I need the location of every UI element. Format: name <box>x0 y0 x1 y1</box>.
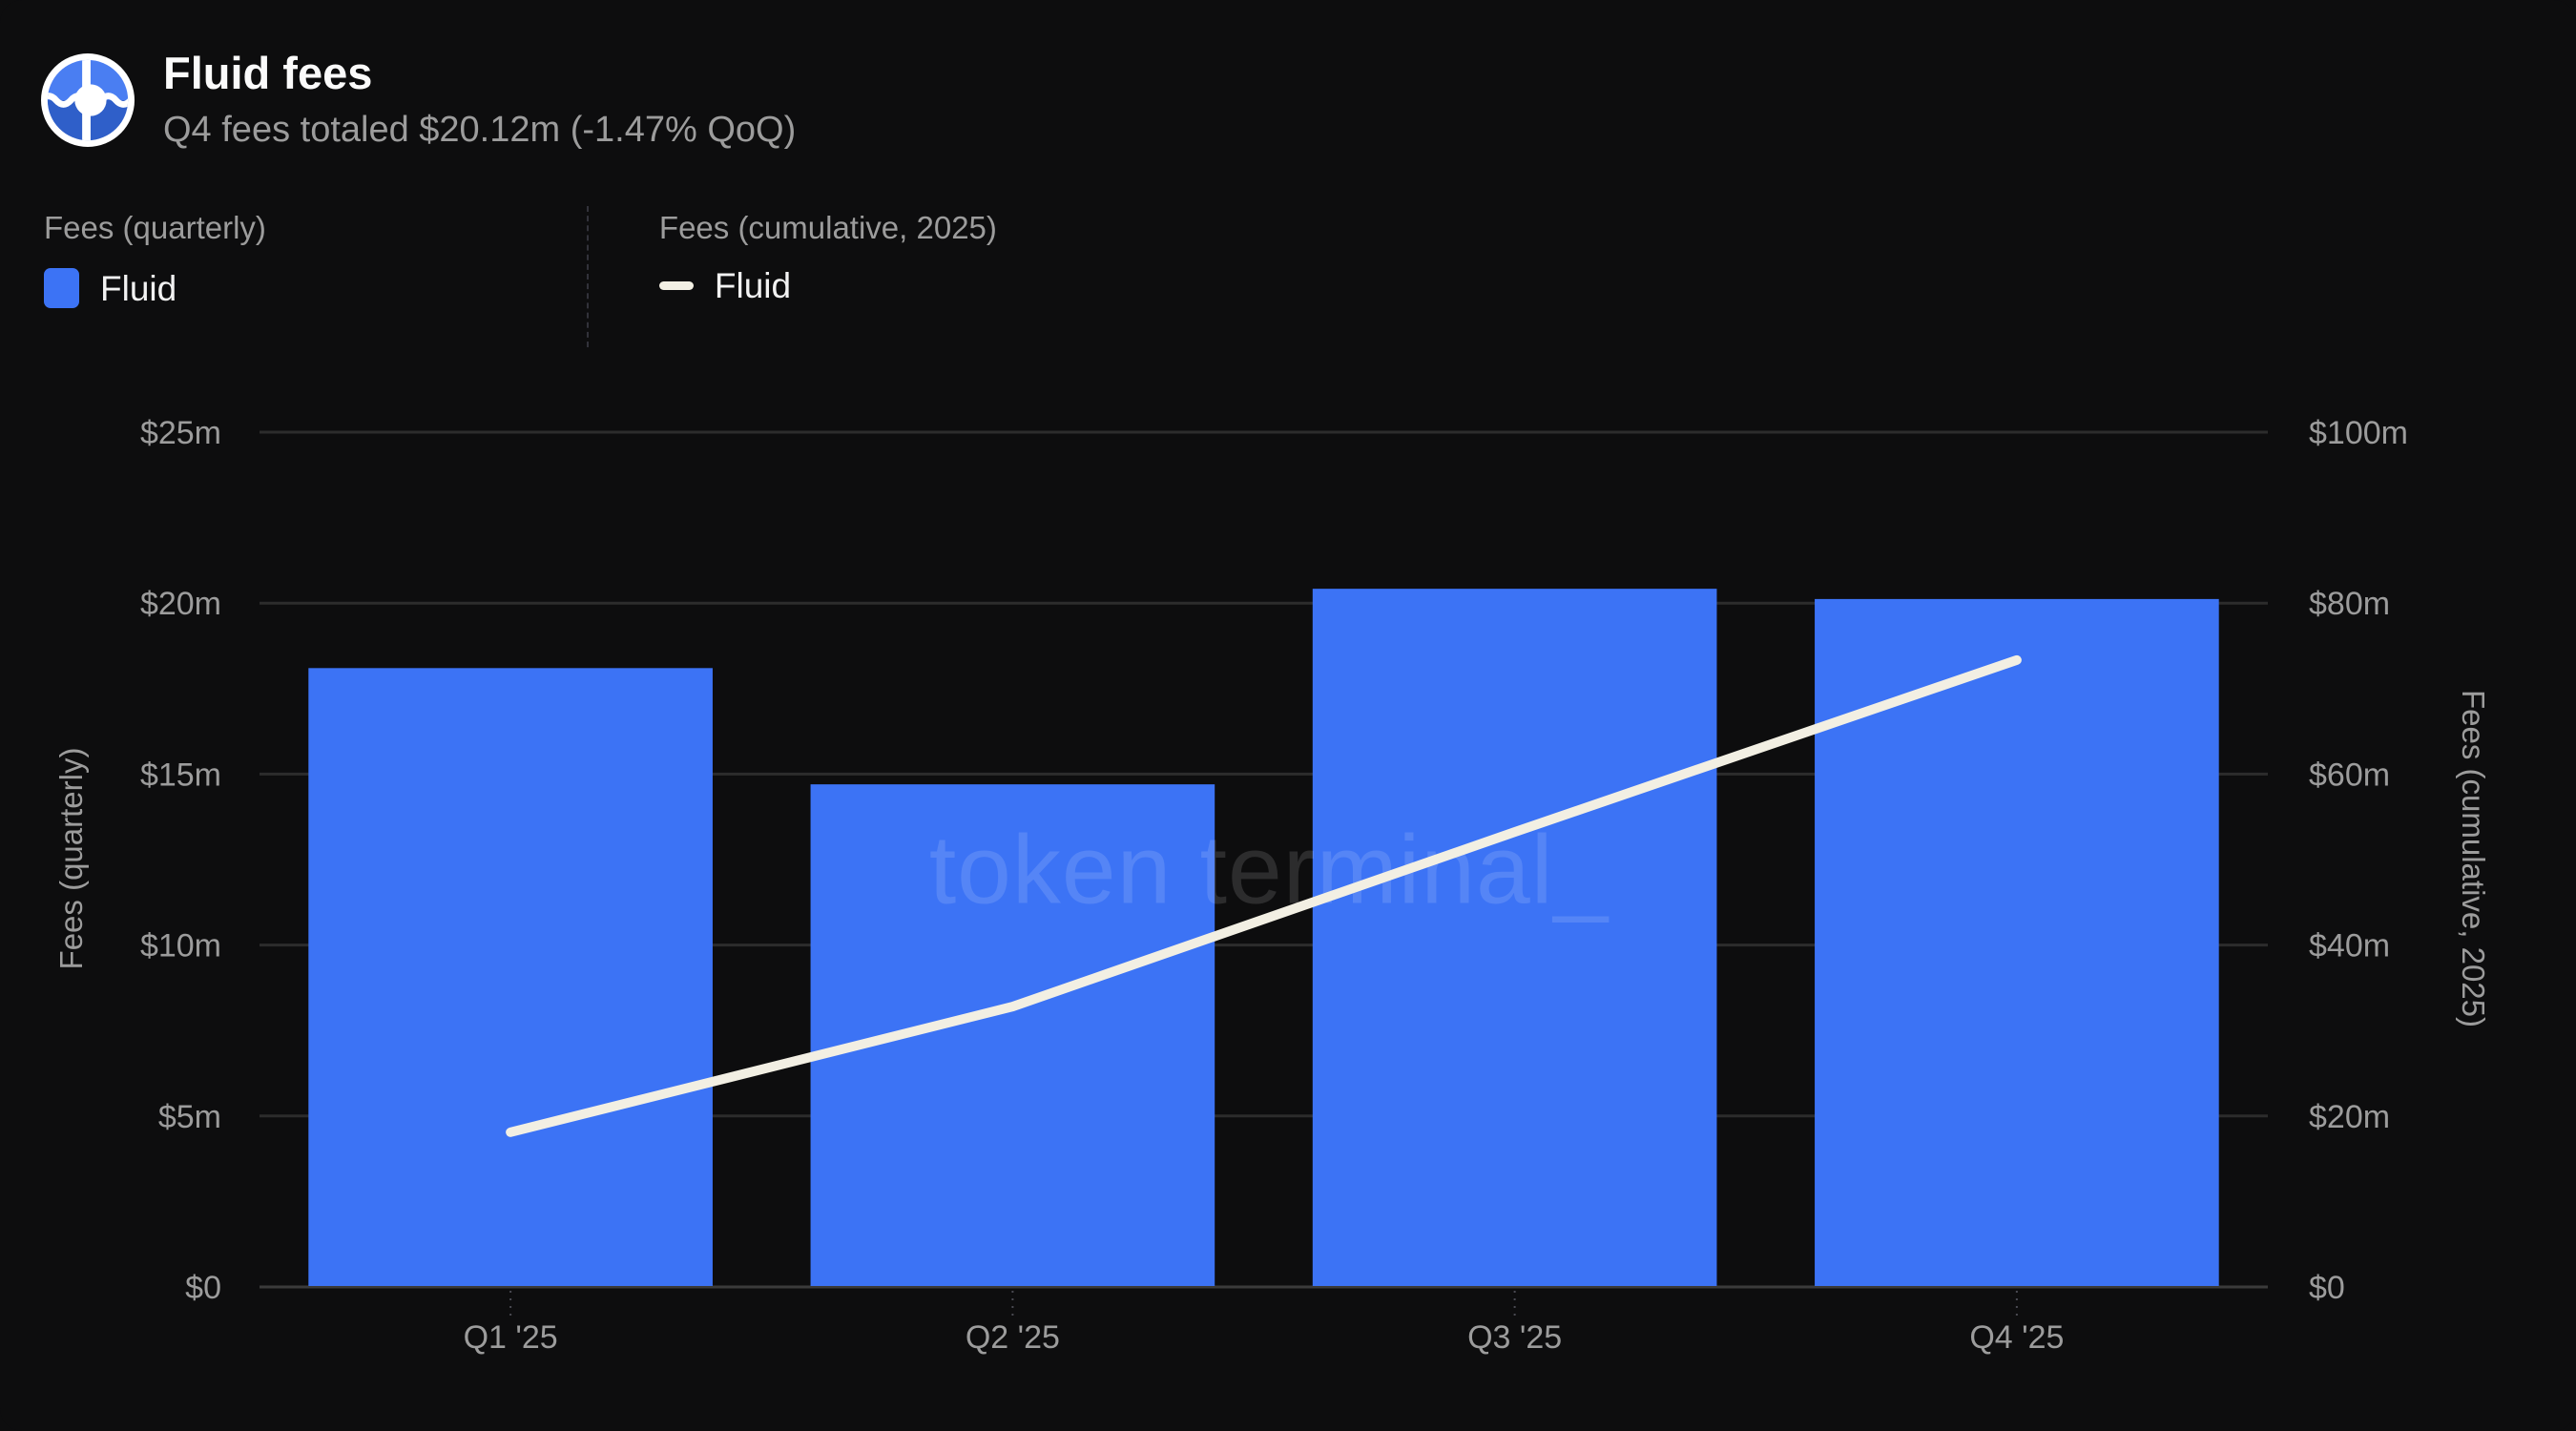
cumulative-fees-line[interactable] <box>506 654 2022 1137</box>
right-axis-tick-label: $80m <box>2309 586 2390 622</box>
left-axis-title: Fees (quarterly) <box>53 747 89 970</box>
legend-item-fluid-line[interactable]: Fluid <box>658 266 997 305</box>
token-terminal-watermark: token terminal_ <box>928 815 1610 924</box>
chart-subtitle: Q4 fees totaled $20.12m (-1.47% QoQ) <box>163 110 797 151</box>
x-axis-label: Q1 '25 <box>464 1319 558 1356</box>
bar-Q3 '25[interactable] <box>1312 589 1717 1286</box>
left-axis-tick-label: $5m <box>158 1099 221 1135</box>
line-swatch <box>658 281 694 290</box>
fluid-logo <box>41 52 135 147</box>
right-axis-tick-label: $40m <box>2309 928 2390 964</box>
x-axis-label: Q4 '25 <box>1969 1319 2064 1356</box>
legend: Fees (quarterly) Fluid Fees (cumulative,… <box>44 206 997 347</box>
legend-item-label: Fluid <box>100 268 177 308</box>
left-axis-tick-label: $10m <box>140 928 221 964</box>
left-axis-tick-label: $25m <box>140 415 221 451</box>
legend-divider <box>586 206 589 347</box>
legend-group-cumulative: Fees (cumulative, 2025) Fluid <box>658 210 997 347</box>
right-axis-title: Fees (cumulative, 2025) <box>2456 690 2491 1027</box>
legend-heading: Fees (cumulative, 2025) <box>658 210 997 245</box>
right-axis-tick-label: $60m <box>2309 757 2390 793</box>
legend-item-fluid-bar[interactable]: Fluid <box>44 268 266 308</box>
bar-Q2 '25[interactable] <box>810 784 1215 1286</box>
legend-group-quarterly: Fees (quarterly) Fluid <box>44 212 266 347</box>
right-axis-tick-label: $0 <box>2309 1270 2345 1306</box>
legend-heading: Fees (quarterly) <box>44 210 266 245</box>
left-axis-tick-label: $20m <box>140 586 221 622</box>
bar-Q1 '25[interactable] <box>308 668 713 1286</box>
x-axis-label: Q2 '25 <box>966 1319 1060 1356</box>
left-axis-tick-label: $15m <box>140 757 221 793</box>
right-axis-tick-label: $100m <box>2309 415 2408 451</box>
page-title: Fluid fees <box>163 48 373 98</box>
chart-header: Fluid fees Q4 fees totaled $20.12m (-1.4… <box>41 48 796 153</box>
left-axis-tick-label: $0 <box>185 1270 221 1306</box>
header-text: Fluid fees Q4 fees totaled $20.12m (-1.4… <box>163 48 796 153</box>
bar-swatch <box>44 268 79 308</box>
bar-Q4 '25[interactable] <box>1815 598 2219 1286</box>
x-axis-label: Q3 '25 <box>1467 1319 1562 1356</box>
right-axis-tick-label: $20m <box>2309 1099 2390 1135</box>
legend-item-label: Fluid <box>714 266 792 305</box>
